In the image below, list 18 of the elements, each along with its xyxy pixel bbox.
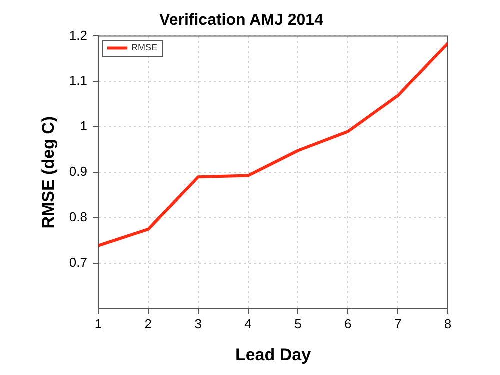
y-tick-label: 1.2 xyxy=(69,28,88,43)
y-tick-label: 0.9 xyxy=(69,164,88,180)
legend-label: RMSE xyxy=(131,42,158,53)
x-tick-label: 4 xyxy=(244,316,252,332)
x-tick-label: 2 xyxy=(144,316,152,332)
x-tick-label: 3 xyxy=(194,316,202,332)
chart-title: Verification AMJ 2014 xyxy=(160,12,324,30)
y-axis-title: RMSE (deg C) xyxy=(38,116,58,229)
y-tick-label: 0.8 xyxy=(69,210,88,225)
y-tick-label: 1.1 xyxy=(69,73,88,88)
x-tick-label: 8 xyxy=(444,316,452,332)
x-tick-label: 5 xyxy=(294,316,302,332)
x-tick-label: 1 xyxy=(94,316,102,332)
y-tick-label: 0.7 xyxy=(69,255,88,270)
x-tick-label: 6 xyxy=(344,316,352,332)
x-tick-label: 7 xyxy=(394,316,402,332)
y-tick-label: 1 xyxy=(80,118,88,134)
x-axis-title: Lead Day xyxy=(235,345,312,364)
